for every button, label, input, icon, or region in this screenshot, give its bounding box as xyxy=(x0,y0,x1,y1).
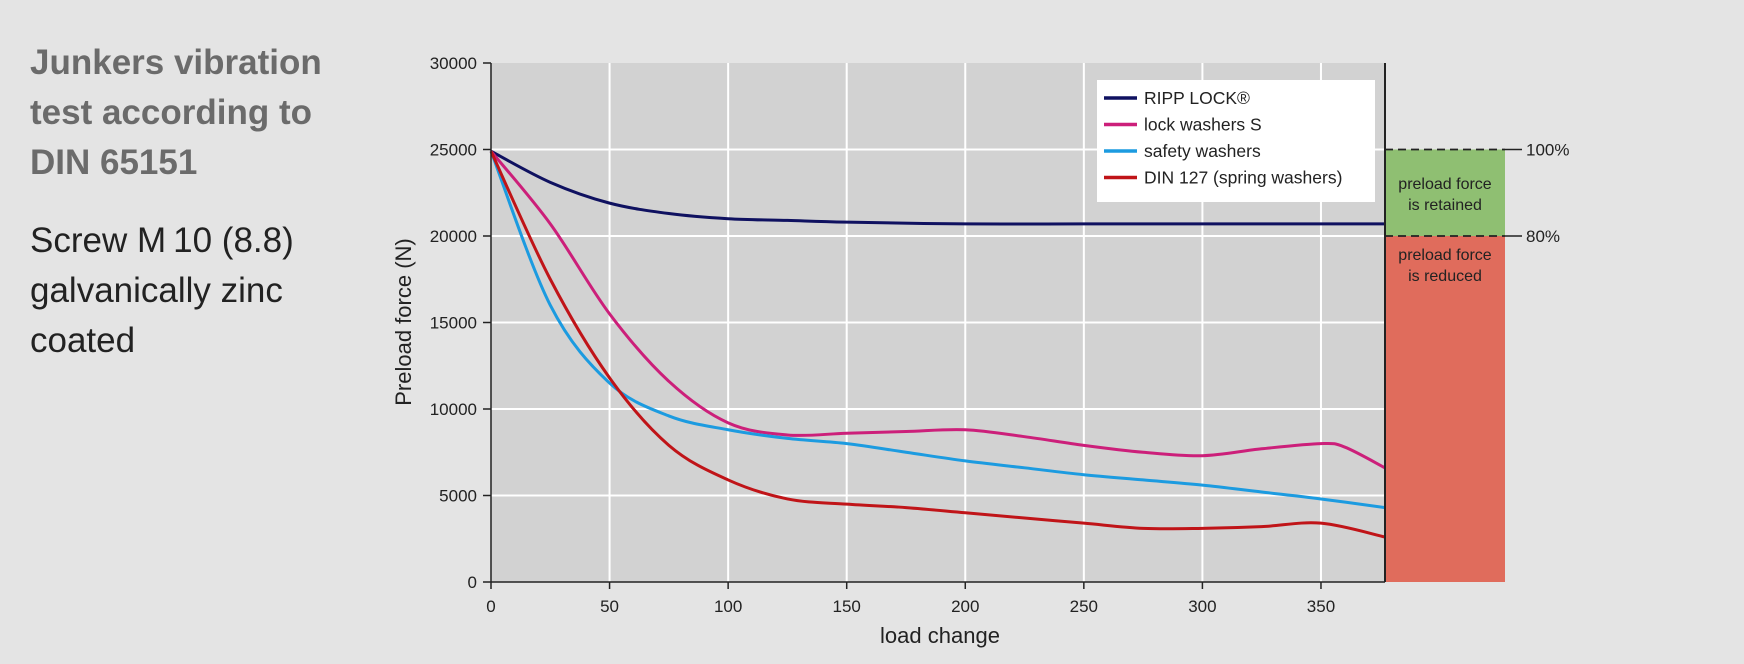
x-tick-label: 150 xyxy=(833,597,861,616)
x-tick-label: 300 xyxy=(1188,597,1216,616)
y-axis-label: Preload force (N) xyxy=(391,238,416,406)
heading-line: test according to xyxy=(30,93,312,132)
screw-description-line: coated xyxy=(30,321,136,360)
screw-description-line: galvanically zinc xyxy=(30,271,283,310)
heading-line: Junkers vibration xyxy=(30,43,322,82)
zone-band xyxy=(1385,236,1505,582)
series-line xyxy=(489,150,1386,539)
y-tick-label: 10000 xyxy=(430,400,477,419)
zone-label: preload force xyxy=(1398,176,1491,193)
reference-line-label: 100% xyxy=(1526,141,1569,160)
x-tick-label: 350 xyxy=(1307,597,1335,616)
x-tick-label: 0 xyxy=(486,597,495,616)
series-line xyxy=(490,149,1385,226)
series-line xyxy=(489,150,1386,510)
legend-label: DIN 127 (spring washers) xyxy=(1144,168,1342,188)
series-line xyxy=(489,150,1386,470)
legend-label: safety washers xyxy=(1144,141,1261,161)
x-tick-label: 100 xyxy=(714,597,742,616)
chart-heading: Junkers vibration test according to DIN … xyxy=(30,38,390,188)
zone-band xyxy=(1385,149,1505,236)
screw-description-line: Screw M 10 (8.8) xyxy=(30,221,294,260)
y-tick-label: 5000 xyxy=(439,487,477,506)
zone-label: preload force xyxy=(1398,247,1491,264)
y-tick-label: 15000 xyxy=(430,314,477,333)
legend-box xyxy=(1097,80,1375,202)
zone-label: is reduced xyxy=(1408,268,1482,285)
x-axis-label: load change xyxy=(880,623,1000,648)
y-tick-label: 30000 xyxy=(430,54,477,73)
y-tick-label: 20000 xyxy=(430,227,477,246)
heading-line: DIN 65151 xyxy=(30,143,198,182)
description-panel: Junkers vibration test according to DIN … xyxy=(30,38,390,366)
y-tick-label: 0 xyxy=(468,573,477,592)
legend-label: lock washers S xyxy=(1144,115,1262,135)
reference-line-label: 80% xyxy=(1526,227,1560,246)
x-tick-label: 250 xyxy=(1070,597,1098,616)
y-tick-label: 25000 xyxy=(430,141,477,160)
screw-description: Screw M 10 (8.8) galvanically zinc coate… xyxy=(30,216,390,366)
x-tick-label: 200 xyxy=(951,597,979,616)
legend-label: RIPP LOCK® xyxy=(1144,88,1250,108)
x-tick-label: 50 xyxy=(600,597,619,616)
zone-label: is retained xyxy=(1408,197,1482,214)
